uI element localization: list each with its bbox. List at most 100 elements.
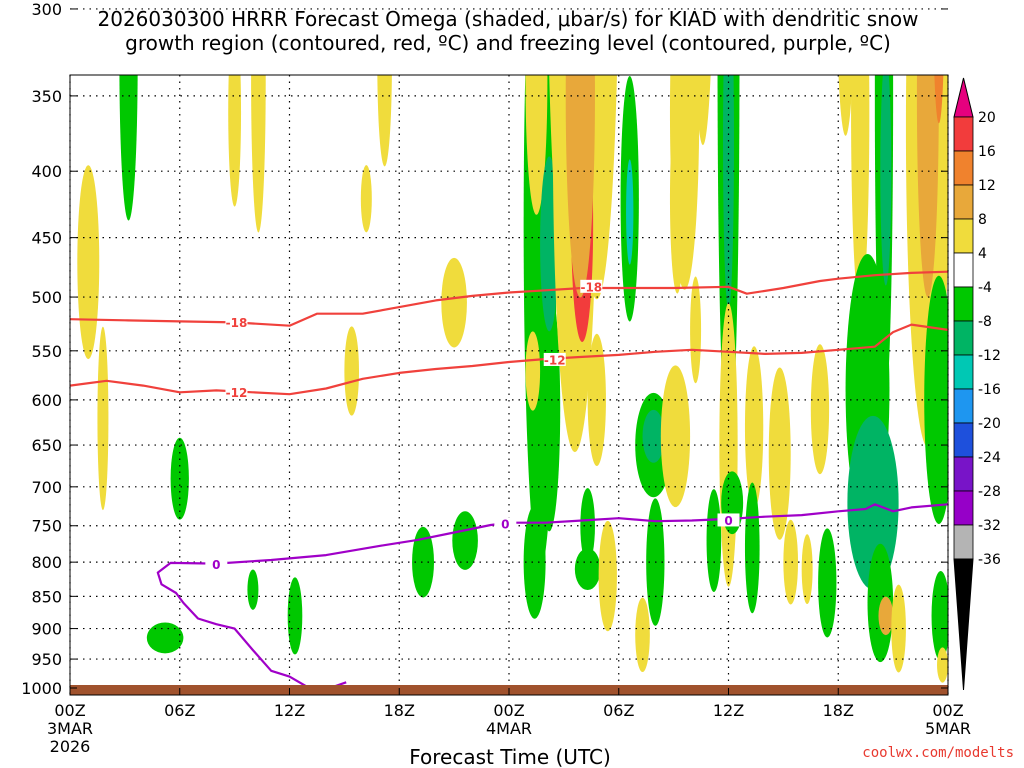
colorbar-label: 12	[978, 178, 996, 194]
omega-shade-cell	[818, 528, 837, 638]
omega-shade-cell	[344, 326, 360, 416]
omega-shade-cell	[525, 75, 548, 215]
omega-shade-cell	[695, 75, 711, 145]
x-tick-date: 3MAR	[47, 719, 93, 738]
dgz-minus12-label: -12	[544, 353, 566, 367]
omega-shade-cell	[574, 548, 601, 591]
omega-shade-cell	[768, 367, 791, 540]
omega-shade-cell	[538, 287, 561, 532]
omega-shade-cell	[642, 409, 665, 463]
omega-shade-cell	[851, 75, 870, 308]
omega-shade-cell	[891, 584, 906, 673]
y-tick-label: 850	[31, 587, 62, 606]
omega-shade-cell	[847, 415, 899, 590]
colorbar-label: -32	[978, 518, 1001, 534]
colorbar-label: -36	[978, 552, 1001, 568]
omega-shade-cell	[880, 75, 892, 286]
omega-shade-cell	[937, 647, 948, 683]
colorbar-bin	[953, 184, 974, 220]
colorbar-label: 16	[978, 144, 996, 160]
site-credit[interactable]: coolwx.com/modelts	[862, 745, 1014, 761]
omega-shade-cell	[801, 534, 813, 605]
grid-lines	[69, 8, 949, 695]
omega-shade-cell	[228, 75, 242, 207]
temperature-contours: -18 -18 -12 -12 0 0 0	[70, 270, 948, 694]
colorbar-bin	[953, 388, 974, 424]
colorbar-label: -12	[978, 348, 1001, 364]
omega-shade-cell	[580, 488, 595, 564]
freezing-level-label-bg	[205, 557, 228, 571]
freezing-level-line	[156, 503, 948, 694]
x-tick-label: 18Z	[823, 701, 854, 720]
freezing-level-label: 0	[212, 558, 220, 572]
omega-shade-cell	[452, 511, 478, 570]
y-axis: 2503003504004505005506006507007508008509…	[21, 0, 948, 698]
x-tick-date: 5MAR	[925, 719, 971, 738]
omega-shade-cell	[660, 365, 691, 508]
dgz-minus18-label-bg	[225, 315, 248, 329]
omega-shade-cell	[598, 520, 617, 632]
omega-shade-cell	[251, 75, 266, 233]
colorbar-bin	[953, 320, 974, 356]
colorbar-bin	[953, 422, 974, 458]
colorbar-bin	[953, 490, 974, 526]
omega-shade-cell	[412, 526, 435, 598]
colorbar-bin	[953, 218, 974, 254]
y-tick-label: 700	[31, 478, 62, 497]
x-tick-label: 12Z	[713, 701, 744, 720]
omega-shade-cell	[146, 622, 184, 654]
omega-shade-cell	[924, 275, 948, 525]
freezing-level-label: 0	[501, 518, 509, 532]
colorbar-bin	[953, 524, 974, 560]
x-tick-label: 18Z	[384, 701, 415, 720]
omega-shade-cell	[565, 75, 595, 298]
omega-shade-cell	[626, 159, 634, 265]
omega-shade-cell	[360, 165, 372, 233]
colorbar-label: -4	[978, 280, 992, 296]
y-tick-label: 400	[31, 162, 62, 181]
y-tick-label: 450	[31, 229, 62, 248]
omega-shading	[77, 75, 948, 683]
y-tick-label: 350	[31, 87, 62, 106]
colorbar-bin	[953, 116, 974, 152]
y-tick-label: 500	[31, 288, 62, 307]
freezing-level-label-bg	[494, 517, 517, 531]
omega-shade-cell	[878, 596, 894, 636]
colorbar-label: 8	[978, 212, 987, 228]
colorbar: 20 16 12 8 4 -4 -8 -12 -16 -20 -24 -28 -32 -36	[953, 77, 1001, 691]
omega-shade-cell	[525, 331, 541, 411]
colorbar-label: -20	[978, 416, 1001, 432]
x-tick-label: 12Z	[274, 701, 305, 720]
omega-shade-cell	[635, 597, 650, 673]
x-tick-year: 2026	[50, 737, 91, 756]
y-tick-label: 300	[31, 0, 62, 19]
colorbar-label: -8	[978, 314, 992, 330]
omega-shade-cell	[810, 344, 830, 475]
omega-shade-cell	[706, 489, 722, 593]
x-tick-label: 06Z	[603, 701, 634, 720]
chart-title-line2: growth region (contoured, red, ºC) and f…	[125, 31, 891, 55]
y-tick-label: 600	[31, 391, 62, 410]
dgz-minus12-label-bg	[543, 352, 566, 366]
dgz-minus18-label: -18	[580, 280, 602, 294]
colorbar-bin	[953, 354, 974, 390]
dgz-minus12-line	[70, 323, 948, 396]
y-tick-label: 550	[31, 342, 62, 361]
dgz-minus18-line	[70, 270, 948, 327]
dgz-minus18-label: -18	[226, 316, 248, 330]
x-tick-label: 00Z	[493, 701, 524, 720]
y-tick-label: 900	[31, 620, 62, 639]
x-tick-label: 06Z	[164, 701, 195, 720]
dgz-minus18-label-bg	[580, 279, 603, 293]
colorbar-min-arrow	[953, 558, 974, 691]
omega-shade-cell	[744, 482, 760, 614]
omega-shade-cell	[377, 75, 392, 167]
omega-shade-cell	[247, 569, 259, 610]
omega-shade-cell	[441, 257, 467, 348]
x-tick-label: 00Z	[54, 701, 85, 720]
colorbar-label: -16	[978, 382, 1001, 398]
colorbar-bin	[953, 252, 974, 288]
omega-shade-cell	[783, 519, 799, 605]
chart-title-line1: 2026030300 HRRR Forecast Omega (shaded, …	[98, 7, 919, 31]
